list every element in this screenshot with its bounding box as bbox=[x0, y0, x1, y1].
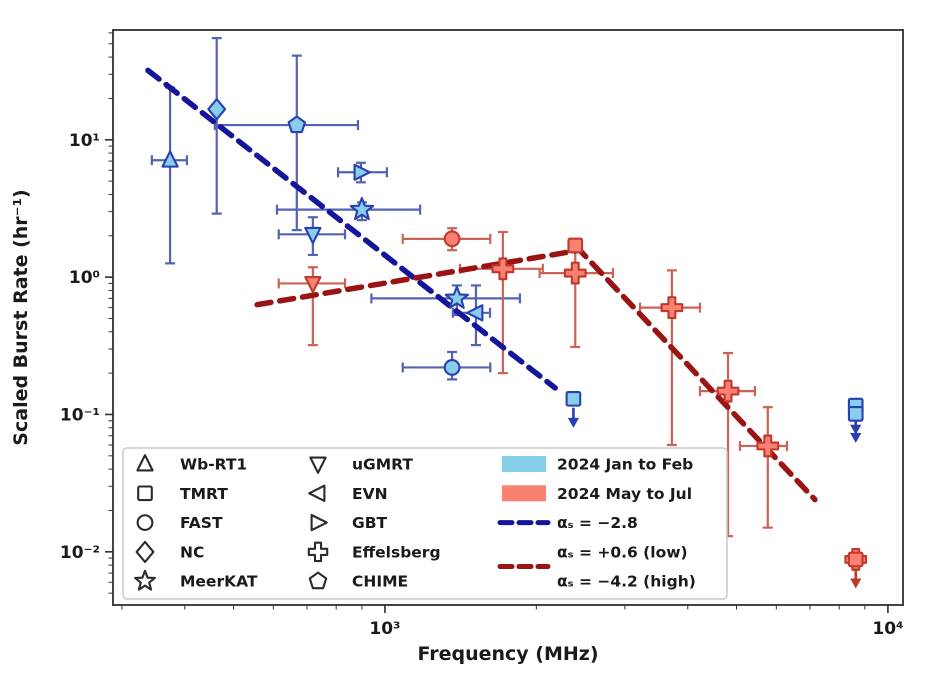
effelsberg-plus-marker bbox=[660, 296, 684, 319]
legend-tmrt-marker bbox=[137, 485, 153, 502]
ugmrt-triangle-down-marker bbox=[304, 275, 322, 294]
legend-label-nc: NC bbox=[180, 543, 204, 561]
chime-pentagon-marker bbox=[287, 115, 307, 134]
legend-label-chime: CHIME bbox=[352, 573, 408, 591]
series-2024-jan-feb bbox=[161, 98, 864, 443]
legend-label-tmrt: TMRT bbox=[180, 485, 228, 503]
legend-fast-marker bbox=[136, 514, 154, 532]
meerkat-star-marker bbox=[349, 196, 375, 221]
y-axis-label: Scaled Burst Rate (hr⁻¹) bbox=[10, 189, 32, 445]
fast-circle-marker bbox=[443, 230, 461, 248]
legend-ugmrt-marker bbox=[309, 456, 327, 474]
legend-label-fast: FAST bbox=[180, 514, 223, 532]
legend-patch bbox=[502, 456, 546, 472]
legend-label-wb-rt1: Wb-RT1 bbox=[180, 456, 247, 474]
legend-gbt-marker bbox=[310, 513, 328, 532]
series-2024-may-jul bbox=[304, 230, 868, 589]
legend-alpha-red-high-label: αₛ = −4.2 (high) bbox=[557, 573, 696, 591]
effelsberg-plus-marker bbox=[716, 379, 740, 403]
legend-meerkat-marker bbox=[134, 569, 156, 591]
legend-label-gbt: GBT bbox=[352, 514, 388, 532]
legend-label-meerkat: MeerKAT bbox=[180, 573, 258, 591]
legend-label-ugmrt: uGMRT bbox=[352, 456, 413, 474]
legend-period-label: 2024 Jan to Feb bbox=[557, 456, 693, 474]
upper-limit-arrow-head bbox=[567, 417, 579, 428]
effelsberg-plus-marker bbox=[491, 257, 515, 281]
legend-wb-rt1-marker bbox=[136, 454, 154, 472]
tmrt-square-marker bbox=[847, 551, 864, 568]
tmrt-square-marker bbox=[567, 237, 584, 254]
fast-circle-marker bbox=[443, 359, 461, 376]
meerkat-star-marker bbox=[444, 285, 470, 309]
legend-chime-marker bbox=[308, 571, 328, 590]
x-axis-label: Frequency (MHz) bbox=[417, 643, 598, 665]
nc-diamond-marker bbox=[207, 98, 227, 121]
evn-triangle-left-marker bbox=[466, 304, 484, 322]
legend-alpha-blue-label: αₛ = −2.8 bbox=[557, 514, 638, 532]
upper-limit-arrow-head bbox=[850, 432, 862, 443]
legend-period-label: 2024 May to Jul bbox=[557, 485, 692, 503]
x-tick-label: 10⁴ bbox=[872, 619, 903, 639]
plot-frame bbox=[112, 29, 904, 606]
y-tick-label: 10⁰ bbox=[69, 268, 100, 288]
effelsberg-plus-marker bbox=[563, 261, 587, 285]
legend: Wb-RT1 TMRT FAST NC MeerKAT uGMRT EVN GBT Effels… bbox=[122, 447, 728, 600]
legend-box bbox=[122, 447, 728, 600]
ugmrt-triangle-down-marker bbox=[304, 226, 322, 245]
x-tick-label: 10³ bbox=[369, 619, 400, 639]
legend-label-effelsberg: Effelsberg bbox=[352, 543, 441, 561]
legend-nc-marker bbox=[135, 540, 155, 563]
y-tick-label: 10⁻¹ bbox=[60, 405, 100, 425]
legend-label-evn: EVN bbox=[352, 485, 388, 503]
axes: 10³ 10⁴ 10¹ 10⁰ 10⁻¹ 10⁻² Frequency (MHz) Scale… bbox=[10, 29, 904, 665]
fit-line-jan-feb bbox=[145, 67, 558, 391]
legend-alpha-red-low-label: αₛ = +0.6 (low) bbox=[557, 543, 688, 561]
tmrt-square-marker bbox=[847, 406, 864, 422]
legend-effelsberg-marker bbox=[307, 541, 329, 563]
y-tick-label: 10¹ bbox=[69, 131, 100, 151]
tmrt-square-marker bbox=[565, 390, 582, 407]
legend-patch bbox=[502, 485, 546, 502]
effelsberg-plus-marker bbox=[756, 434, 780, 458]
gbt-triangle-right-marker bbox=[353, 163, 371, 181]
wb-rt1-triangle-up-marker bbox=[161, 150, 179, 168]
upper-limit-arrow-head bbox=[850, 578, 862, 589]
y-tick-label: 10⁻² bbox=[60, 543, 100, 563]
legend-evn-marker bbox=[308, 484, 326, 502]
